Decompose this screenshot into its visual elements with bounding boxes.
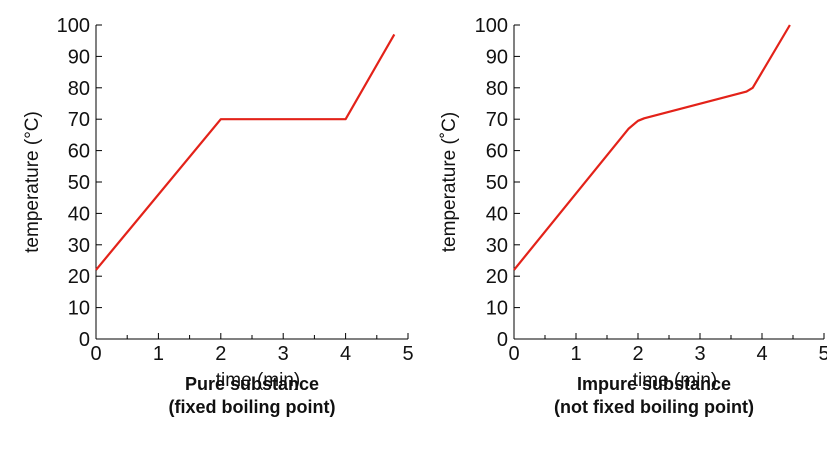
chart-1-y-tick-label: 60	[68, 141, 90, 163]
chart-2-y-tick-label: 70	[486, 109, 508, 131]
chart-2-y-tick-label: 50	[486, 172, 508, 194]
chart-2-y-tick-label: 30	[486, 235, 508, 257]
chart-2-x-tick-label: 0	[508, 343, 519, 365]
chart-2-y-tick-label: 20	[486, 266, 508, 288]
chart-1-y-tick-label: 100	[57, 15, 90, 37]
chart-1-y-tick-label: 10	[68, 298, 90, 320]
chart-2-x-tick-label: 1	[570, 343, 581, 365]
chart-2-x-tick-label: 3	[694, 343, 705, 365]
chart-1-y-tick-label: 30	[68, 235, 90, 257]
chart-2-x-tick-label: 2	[632, 343, 643, 365]
chart-1-subtitle: (fixed boiling point)	[168, 397, 336, 417]
chart-1-x-axis-label: time (min)	[216, 370, 300, 391]
chart-2-subtitle: (not fixed boiling point)	[554, 397, 754, 417]
chart-2-y-tick-label: 60	[486, 141, 508, 163]
chart-1-y-axis-label: temperature (°C)	[22, 111, 43, 253]
chart-2-y-tick-label: 10	[486, 298, 508, 320]
chart-1-x-tick-label: 2	[215, 343, 226, 365]
chart-1-x-tick-label: 1	[153, 343, 164, 365]
chart-1-caption: Pure substance (fixed boiling point)	[92, 373, 412, 419]
chart-2-y-axis-label: temperature (˚C)	[439, 112, 460, 252]
chart-2-series-line	[513, 24, 791, 271]
chart-1-y-tick-label: 70	[68, 109, 90, 131]
chart-1-y-tick-label: 80	[68, 78, 90, 100]
chart-2-y-tick-label: 40	[486, 203, 508, 225]
chart-2-x-axis-label: time (min)	[633, 370, 717, 391]
chart-2-caption: Impure substance (not fixed boiling poin…	[484, 373, 824, 419]
chart-1-y-tick-label: 20	[68, 266, 90, 288]
chart-2-y-tick-label: 90	[486, 46, 508, 68]
chart-1-series-line	[95, 33, 396, 271]
chart-1-y-tick-label: 50	[68, 172, 90, 194]
chart-2-y-tick-label: 80	[486, 78, 508, 100]
chart-2-y-tick-label: 100	[475, 15, 508, 37]
chart-2-y-tick-label: 0	[497, 329, 508, 351]
chart-2-title: Impure substance	[576, 374, 732, 394]
chart-2-x-tick-label: 5	[818, 343, 827, 365]
chart-1-y-tick-label: 40	[68, 203, 90, 225]
chart-1-y-tick-label: 0	[79, 329, 90, 351]
chart-1-x-tick-label: 3	[278, 343, 289, 365]
chart-1-title: Pure substance	[184, 374, 320, 394]
chart-1-x-tick-label: 5	[402, 343, 413, 365]
chart-1-x-tick-label: 4	[340, 343, 351, 365]
chart-1-y-tick-label: 90	[68, 46, 90, 68]
chart-2-x-tick-label: 4	[756, 343, 767, 365]
chart-1-x-tick-label: 0	[90, 343, 101, 365]
